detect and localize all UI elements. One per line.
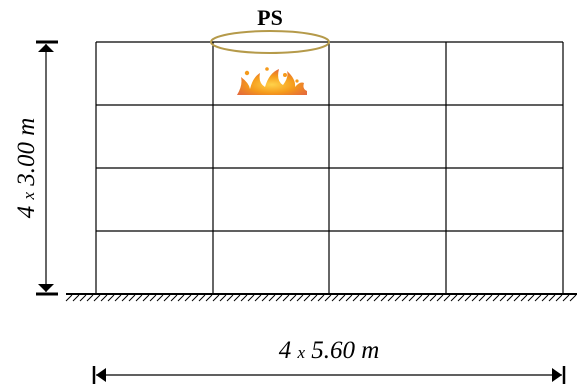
- ground-hatch: [79, 294, 87, 302]
- ground-hatch: [100, 294, 108, 302]
- horizontal-times: x: [296, 343, 305, 362]
- fire-spark: [283, 73, 287, 77]
- vertical-count: 4: [13, 206, 40, 219]
- ground-hatch: [324, 294, 332, 302]
- ground-hatch: [520, 294, 528, 302]
- ground-hatch: [317, 294, 325, 302]
- ground-hatch: [254, 294, 262, 302]
- ground-hatch: [233, 294, 241, 302]
- ground-hatch: [282, 294, 290, 302]
- fire-flame: [237, 69, 307, 95]
- ground-hatch: [373, 294, 381, 302]
- ground-hatch: [436, 294, 444, 302]
- arrow-left-icon: [96, 368, 106, 382]
- ground-hatch: [72, 294, 80, 302]
- ground-hatch: [401, 294, 409, 302]
- ground-support: [65, 293, 577, 302]
- ground-hatch: [163, 294, 171, 302]
- ground-hatch: [338, 294, 346, 302]
- ground-hatch: [429, 294, 437, 302]
- fire-spark: [244, 70, 250, 76]
- ground-hatch: [177, 294, 185, 302]
- ground-hatch: [527, 294, 535, 302]
- ground-hatch: [443, 294, 451, 302]
- vertical-dimension-label: 4 x 3.00 m: [13, 118, 40, 219]
- ground-hatch: [331, 294, 339, 302]
- ground-hatch: [247, 294, 255, 302]
- ground-hatch: [464, 294, 472, 302]
- ground-hatch: [352, 294, 360, 302]
- ground-hatch: [86, 294, 94, 302]
- ground-hatch: [569, 294, 577, 302]
- ground-hatch: [128, 294, 136, 302]
- ground-hatch: [541, 294, 549, 302]
- ground-hatch: [310, 294, 318, 302]
- ground-hatch: [149, 294, 157, 302]
- vertical-dimension: 4 x 3.00 m: [13, 40, 58, 296]
- ground-hatch: [198, 294, 206, 302]
- ground-hatch: [261, 294, 269, 302]
- ground-hatch: [170, 294, 178, 302]
- frame-grid: [95, 41, 564, 294]
- ground-hatch: [471, 294, 479, 302]
- ground-hatch: [303, 294, 311, 302]
- fire-spark: [265, 67, 269, 71]
- ground-hatch: [422, 294, 430, 302]
- ground-hatch: [380, 294, 388, 302]
- ground-hatch: [219, 294, 227, 302]
- ground-hatch: [275, 294, 283, 302]
- horizontal-dimension-label: 4 x 5.60 m: [279, 337, 380, 364]
- ground-hatch: [240, 294, 248, 302]
- arrow-right-icon: [552, 368, 562, 382]
- ground-hatch: [93, 294, 101, 302]
- horizontal-dimension: 4 x 5.60 m: [92, 337, 566, 384]
- ground-hatch: [492, 294, 500, 302]
- ground-hatch: [457, 294, 465, 302]
- ps-ellipse: [210, 30, 330, 54]
- arrow-down-icon: [38, 284, 54, 292]
- ground-hatch: [499, 294, 507, 302]
- ps-label: PS: [257, 5, 283, 30]
- ground-hatch: [450, 294, 458, 302]
- ground-hatch: [562, 294, 570, 302]
- ground-hatch: [506, 294, 514, 302]
- fire-icon: [237, 67, 307, 95]
- vertical-value: 3.00 m: [13, 118, 40, 187]
- ground-hatch: [555, 294, 563, 302]
- ground-hatch: [205, 294, 213, 302]
- ground-hatch: [121, 294, 129, 302]
- ground-hatch: [394, 294, 402, 302]
- ground-hatch: [359, 294, 367, 302]
- ground-hatch: [387, 294, 395, 302]
- horizontal-count: 4: [279, 337, 292, 364]
- arrow-up-icon: [38, 44, 54, 52]
- ground-hatch: [226, 294, 234, 302]
- ground-hatch: [212, 294, 220, 302]
- ground-hatch: [191, 294, 199, 302]
- ground-hatch: [534, 294, 542, 302]
- ground-hatch: [296, 294, 304, 302]
- ground-hatch: [156, 294, 164, 302]
- ground-hatch: [184, 294, 192, 302]
- vertical-times: x: [19, 192, 38, 201]
- ground-hatch: [548, 294, 556, 302]
- ground-hatch: [135, 294, 143, 302]
- ground-hatch: [142, 294, 150, 302]
- ground-hatch: [268, 294, 276, 302]
- ground-hatch: [65, 294, 73, 302]
- ground-hatch: [415, 294, 423, 302]
- ground-hatch: [485, 294, 493, 302]
- ground-hatch: [289, 294, 297, 302]
- horizontal-value: 5.60 m: [311, 337, 379, 364]
- ground-hatch: [513, 294, 521, 302]
- ground-hatch: [345, 294, 353, 302]
- ground-hatch: [408, 294, 416, 302]
- ground-hatch: [478, 294, 486, 302]
- ground-hatch: [114, 294, 122, 302]
- fire-spark: [295, 79, 299, 83]
- ground-hatch: [366, 294, 374, 302]
- ground-hatch: [107, 294, 115, 302]
